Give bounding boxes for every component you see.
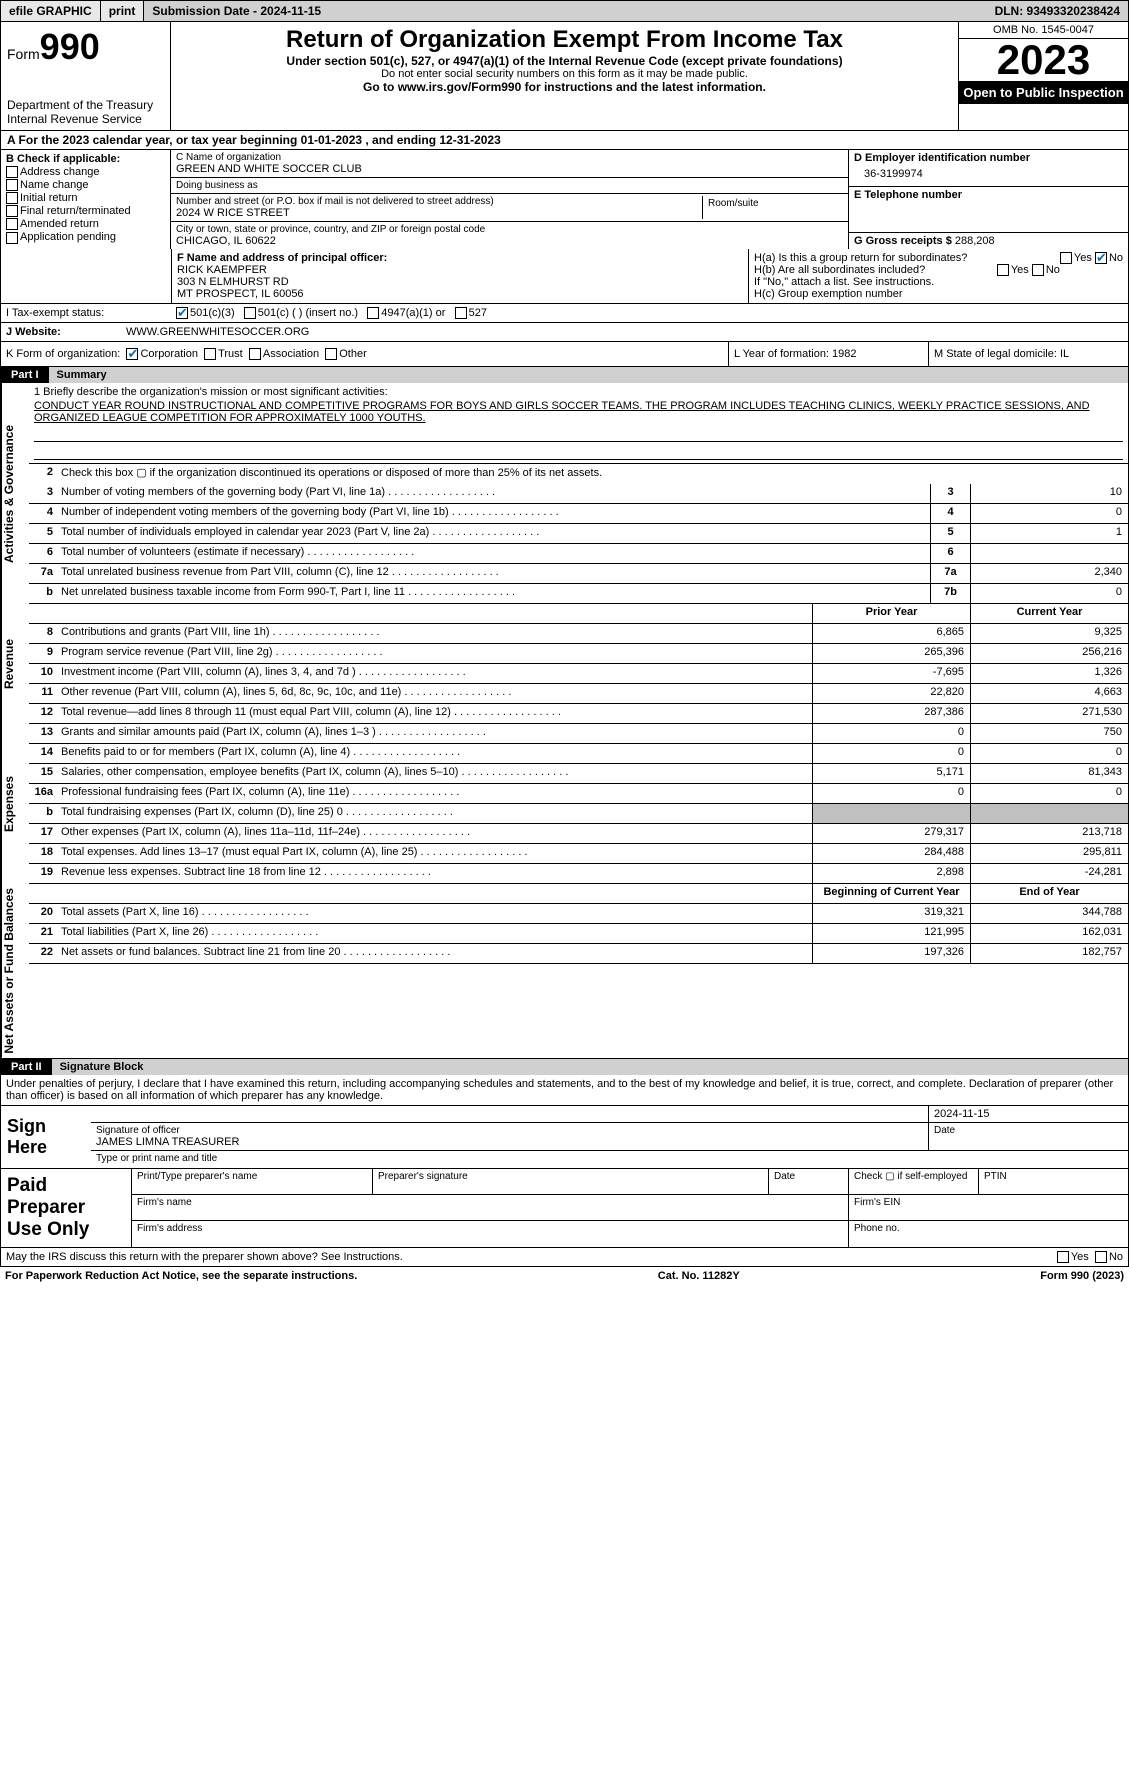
city-state-zip: CHICAGO, IL 60622 bbox=[176, 235, 843, 247]
discuss-row: May the IRS discuss this return with the… bbox=[0, 1248, 1129, 1267]
address-change-checkbox[interactable] bbox=[6, 166, 18, 178]
trust-checkbox[interactable] bbox=[204, 348, 216, 360]
website-row: J Website: WWW.GREENWHITESOCCER.ORG bbox=[0, 323, 1129, 342]
amended-return-checkbox[interactable] bbox=[6, 218, 18, 230]
officer-addr1: 303 N ELMHURST RD bbox=[177, 276, 743, 288]
submission-date: Submission Date - 2024-11-15 bbox=[144, 1, 329, 21]
paid-preparer-block: Paid Preparer Use Only Print/Type prepar… bbox=[0, 1169, 1129, 1248]
activities-governance: Activities & Governance 1 Briefly descri… bbox=[0, 383, 1129, 604]
year-formation: L Year of formation: 1982 bbox=[728, 342, 928, 366]
ssn-warning: Do not enter social security numbers on … bbox=[177, 68, 952, 80]
dept-label: Department of the Treasury Internal Reve… bbox=[7, 98, 164, 126]
street-address: 2024 W RICE STREET bbox=[176, 207, 702, 219]
col-d-ein: D Employer identification number 36-3199… bbox=[848, 150, 1128, 249]
tax-year: 2023 bbox=[959, 39, 1128, 81]
rev-tab: Revenue bbox=[1, 604, 29, 724]
part1-header: Part I Summary bbox=[0, 367, 1129, 383]
efile-button[interactable]: efile GRAPHIC bbox=[1, 1, 101, 21]
gov-tab: Activities & Governance bbox=[1, 383, 29, 604]
net-assets-section: Net Assets or Fund Balances Beginning of… bbox=[0, 884, 1129, 1059]
form-990-page: efile GRAPHIC print Submission Date - 20… bbox=[0, 0, 1129, 1285]
ha-yes-checkbox[interactable] bbox=[1060, 252, 1072, 264]
officer-row: F Name and address of principal officer:… bbox=[0, 249, 1129, 304]
col-c-org-info: C Name of organization GREEN AND WHITE S… bbox=[171, 150, 848, 249]
officer-name: RICK KAEMPFER bbox=[177, 264, 743, 276]
print-button[interactable]: print bbox=[101, 1, 145, 21]
exp-tab: Expenses bbox=[1, 724, 29, 884]
527-checkbox[interactable] bbox=[455, 307, 467, 319]
4947a1-checkbox[interactable] bbox=[367, 307, 379, 319]
signature-intro: Under penalties of perjury, I declare th… bbox=[0, 1075, 1129, 1106]
mission-text: CONDUCT YEAR ROUND INSTRUCTIONAL AND COM… bbox=[34, 400, 1123, 424]
form-title: Return of Organization Exempt From Incom… bbox=[177, 26, 952, 54]
discuss-yes-checkbox[interactable] bbox=[1057, 1251, 1069, 1263]
expenses-section: Expenses 13Grants and similar amounts pa… bbox=[0, 724, 1129, 884]
form-number: Form990 bbox=[7, 26, 164, 68]
gross-receipts: 288,208 bbox=[955, 235, 995, 247]
officer-addr2: MT PROSPECT, IL 60056 bbox=[177, 288, 743, 300]
501c3-checkbox[interactable] bbox=[176, 307, 188, 319]
hb-yes-checkbox[interactable] bbox=[997, 264, 1009, 276]
tax-exempt-row: I Tax-exempt status: 501(c)(3) 501(c) ( … bbox=[0, 304, 1129, 323]
ein: 36-3199974 bbox=[854, 164, 1123, 184]
sign-here-block: Sign Here 2024-11-15 Signature of office… bbox=[0, 1106, 1129, 1169]
officer-signature: JAMES LIMNA TREASURER bbox=[96, 1136, 923, 1148]
open-public-badge: Open to Public Inspection bbox=[959, 81, 1128, 104]
form-org-row: K Form of organization: Corporation Trus… bbox=[0, 342, 1129, 367]
ha-no-checkbox[interactable] bbox=[1095, 252, 1107, 264]
assoc-checkbox[interactable] bbox=[249, 348, 261, 360]
other-checkbox[interactable] bbox=[325, 348, 337, 360]
form-header: Form990 Department of the Treasury Inter… bbox=[0, 22, 1129, 131]
discuss-no-checkbox[interactable] bbox=[1095, 1251, 1107, 1263]
col-b-checkboxes: B Check if applicable: Address change Na… bbox=[1, 150, 171, 249]
group-exemption: H(c) Group exemption number bbox=[754, 288, 1123, 300]
form-subtitle: Under section 501(c), 527, or 4947(a)(1)… bbox=[177, 54, 952, 68]
initial-return-checkbox[interactable] bbox=[6, 192, 18, 204]
website: WWW.GREENWHITESOCCER.ORG bbox=[121, 323, 1128, 341]
state-domicile: M State of legal domicile: IL bbox=[928, 342, 1128, 366]
final-return-checkbox[interactable] bbox=[6, 205, 18, 217]
net-tab: Net Assets or Fund Balances bbox=[1, 884, 29, 1058]
instructions-link[interactable]: Go to www.irs.gov/Form990 for instructio… bbox=[177, 80, 952, 94]
top-bar: efile GRAPHIC print Submission Date - 20… bbox=[0, 0, 1129, 22]
org-name: GREEN AND WHITE SOCCER CLUB bbox=[176, 163, 843, 175]
hb-no-checkbox[interactable] bbox=[1032, 264, 1044, 276]
row-a-calendar-year: A For the 2023 calendar year, or tax yea… bbox=[0, 131, 1129, 150]
dln: DLN: 93493320238424 bbox=[987, 1, 1128, 21]
501c-checkbox[interactable] bbox=[244, 307, 256, 319]
application-pending-checkbox[interactable] bbox=[6, 232, 18, 244]
name-change-checkbox[interactable] bbox=[6, 179, 18, 191]
part2-header: Part II Signature Block bbox=[0, 1059, 1129, 1075]
corp-checkbox[interactable] bbox=[126, 348, 138, 360]
revenue-section: Revenue Prior Year Current Year 8Contrib… bbox=[0, 604, 1129, 724]
sign-date: 2024-11-15 bbox=[928, 1106, 1128, 1122]
footer: For Paperwork Reduction Act Notice, see … bbox=[0, 1267, 1129, 1285]
section-bcd: B Check if applicable: Address change Na… bbox=[0, 150, 1129, 249]
